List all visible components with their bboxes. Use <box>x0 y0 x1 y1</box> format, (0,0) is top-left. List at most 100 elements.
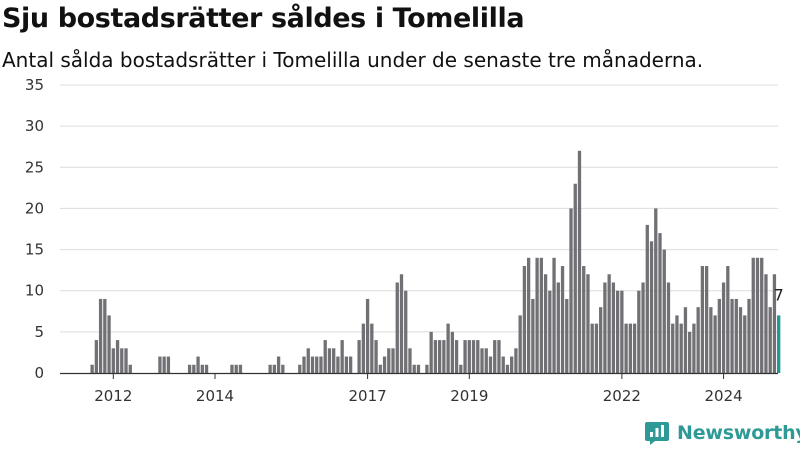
bar <box>344 356 349 373</box>
bar <box>103 298 107 373</box>
bar <box>637 290 641 373</box>
bar <box>361 323 365 373</box>
x-tick-label: 2022 <box>603 387 641 405</box>
bar <box>522 266 527 373</box>
bar <box>747 298 751 373</box>
bar <box>230 364 234 373</box>
bar <box>158 356 162 373</box>
bar <box>556 282 560 373</box>
x-axis: 2012 2014 2017 2019 2022 2024 <box>60 372 778 405</box>
y-axis-labels: 0 5 10 15 20 25 30 35 <box>25 76 44 382</box>
bar <box>738 307 743 373</box>
bar <box>510 356 514 373</box>
y-tick-label: 20 <box>25 199 44 217</box>
highlight-value-label: 7 <box>774 285 784 304</box>
bar <box>560 266 565 373</box>
bar <box>658 233 662 373</box>
bar <box>327 348 332 373</box>
brand-name: Newsworthy <box>677 422 800 444</box>
bar <box>743 315 747 373</box>
newsworthy-logo-icon <box>645 422 669 445</box>
bar <box>590 323 594 373</box>
x-tick-label: 2014 <box>196 387 234 405</box>
bar <box>599 307 603 373</box>
bar <box>696 307 700 373</box>
bar <box>471 340 476 373</box>
bar <box>526 257 531 373</box>
bar <box>692 323 696 373</box>
bar <box>437 340 442 373</box>
x-tick-label: 2017 <box>348 387 386 405</box>
bar <box>607 274 611 373</box>
bar <box>412 364 416 373</box>
bar <box>518 315 522 373</box>
bar <box>603 282 607 373</box>
bar <box>768 307 772 373</box>
y-tick-label: 15 <box>25 241 44 259</box>
chart-subtitle: Antal sålda bostadsrätter i Tomelilla un… <box>2 48 704 72</box>
bar <box>450 331 454 373</box>
x-tick-label: 2024 <box>704 387 742 405</box>
bar <box>721 282 726 373</box>
bar <box>730 298 734 373</box>
bar <box>340 340 344 373</box>
bar <box>124 348 128 373</box>
bar <box>573 183 577 373</box>
bar <box>688 331 692 373</box>
bar <box>493 340 497 373</box>
bar <box>107 315 111 373</box>
bar <box>683 307 688 373</box>
bar <box>332 348 336 373</box>
bar <box>94 340 99 373</box>
bar <box>467 340 471 373</box>
bar <box>577 150 582 373</box>
bar <box>111 348 115 373</box>
bar <box>272 364 276 373</box>
bar <box>98 298 103 373</box>
bar <box>624 323 628 373</box>
bar <box>611 282 616 373</box>
bar <box>319 356 323 373</box>
bar <box>569 208 573 373</box>
bar <box>115 340 120 373</box>
y-tick-label: 0 <box>34 364 44 382</box>
bar <box>276 356 281 373</box>
bar <box>315 356 319 373</box>
bar <box>662 249 666 373</box>
bar <box>442 340 446 373</box>
bar <box>446 323 450 373</box>
bar <box>459 364 463 373</box>
bar <box>433 340 438 373</box>
bar <box>310 356 315 373</box>
bar <box>365 298 370 373</box>
bar <box>548 290 552 373</box>
bar <box>391 348 395 373</box>
bar <box>204 364 209 373</box>
bar <box>709 307 713 373</box>
bar <box>234 364 238 373</box>
bar <box>162 356 166 373</box>
y-tick-label: 10 <box>25 282 44 300</box>
bar <box>654 208 658 373</box>
chart-title: Sju bostadsrätter såldes i Tomelilla <box>2 3 525 34</box>
bar <box>399 274 404 373</box>
bar <box>348 356 353 373</box>
bar <box>90 364 94 373</box>
bar <box>374 340 378 373</box>
bar <box>302 356 306 373</box>
bars <box>90 150 781 373</box>
bar <box>755 257 760 373</box>
bar <box>645 224 649 373</box>
bar <box>582 266 586 373</box>
bar <box>505 364 510 373</box>
bar <box>615 290 620 373</box>
bar <box>501 356 505 373</box>
bar <box>666 282 671 373</box>
bar <box>514 348 518 373</box>
bar <box>476 340 480 373</box>
bar <box>594 323 599 373</box>
bar <box>565 298 569 373</box>
bar <box>620 290 624 373</box>
bar <box>378 364 382 373</box>
